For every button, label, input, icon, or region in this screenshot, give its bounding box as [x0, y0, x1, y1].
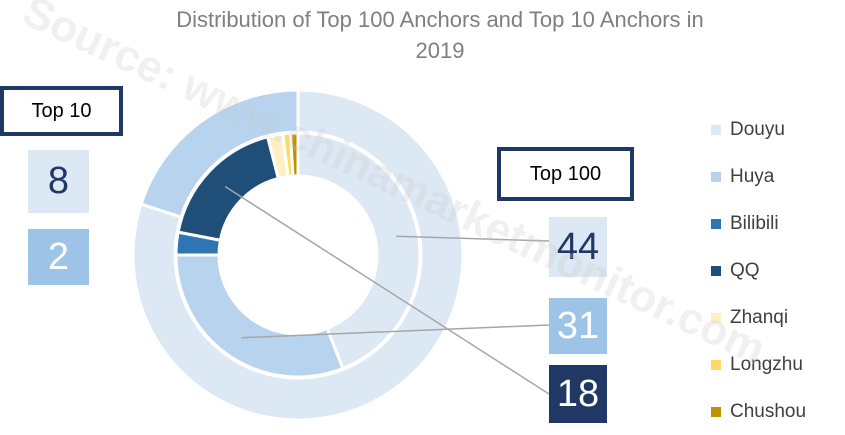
leader-line-huya: [241, 324, 550, 339]
legend-item-bilibili: Bilibili: [711, 200, 841, 247]
legend-item-longzhu: Longzhu: [711, 341, 841, 388]
legend-swatch-longzhu: [711, 359, 721, 370]
top100-value-douyu-label: 44: [556, 225, 600, 268]
legend-swatch-huya: [711, 171, 721, 182]
top100-header-label: Top 100: [529, 162, 602, 185]
top10-value-huya: 2: [28, 229, 89, 285]
top10-header: Top 10: [0, 86, 123, 136]
legend-swatch-bilibili: [711, 218, 721, 229]
legend-item-huya: Huya: [711, 153, 841, 200]
top100-value-huya: 31: [549, 298, 607, 354]
chart-title: Distribution of Top 100 Anchors and Top …: [110, 4, 770, 66]
leader-line-qq: [224, 185, 550, 395]
top100-header: Top 100: [497, 147, 634, 201]
legend-item-qq: QQ: [711, 247, 841, 294]
top100-value-huya-label: 31: [556, 304, 600, 347]
legend-label-qq: QQ: [730, 259, 760, 281]
legend-swatch-zhanqi: [711, 312, 721, 323]
top10-value-huya-label: 2: [47, 235, 70, 278]
leader-lines: [224, 185, 550, 395]
legend-swatch-qq: [711, 265, 721, 276]
leader-line-douyu: [396, 235, 550, 242]
legend-label-chushou: Chushou: [730, 400, 807, 422]
slice-inner-huya: [174, 253, 345, 379]
top10-value-douyu: 8: [28, 150, 89, 213]
slice-inner-douyu: [296, 131, 422, 371]
inner-ring-top100: [174, 131, 422, 379]
legend-label-douyu: Douyu: [730, 118, 785, 140]
top10-header-label: Top 10: [31, 99, 92, 122]
slice-inner-chushou: [288, 131, 300, 178]
legend-item-chushou: Chushou: [711, 388, 841, 435]
legend-label-huya: Huya: [730, 165, 775, 187]
chart-title-line2: 2019: [415, 38, 465, 63]
top100-value-qq: 18: [549, 365, 607, 423]
legend: Douyu Huya Bilibili QQ Zhanqi Longzhu Chushou: [711, 106, 841, 435]
top100-value-douyu: 44: [549, 217, 607, 277]
chart-title-line1: Distribution of Top 100 Anchors and Top …: [176, 7, 704, 32]
legend-label-zhanqi: Zhanqi: [730, 306, 789, 328]
legend-label-bilibili: Bilibili: [730, 212, 779, 234]
legend-item-zhanqi: Zhanqi: [711, 294, 841, 341]
legend-swatch-chushou: [711, 406, 721, 417]
top100-value-qq-label: 18: [556, 372, 600, 415]
legend-swatch-douyu: [711, 124, 721, 135]
legend-item-douyu: Douyu: [711, 106, 841, 153]
top10-value-douyu-label: 8: [47, 160, 70, 202]
legend-label-longzhu: Longzhu: [730, 353, 803, 375]
